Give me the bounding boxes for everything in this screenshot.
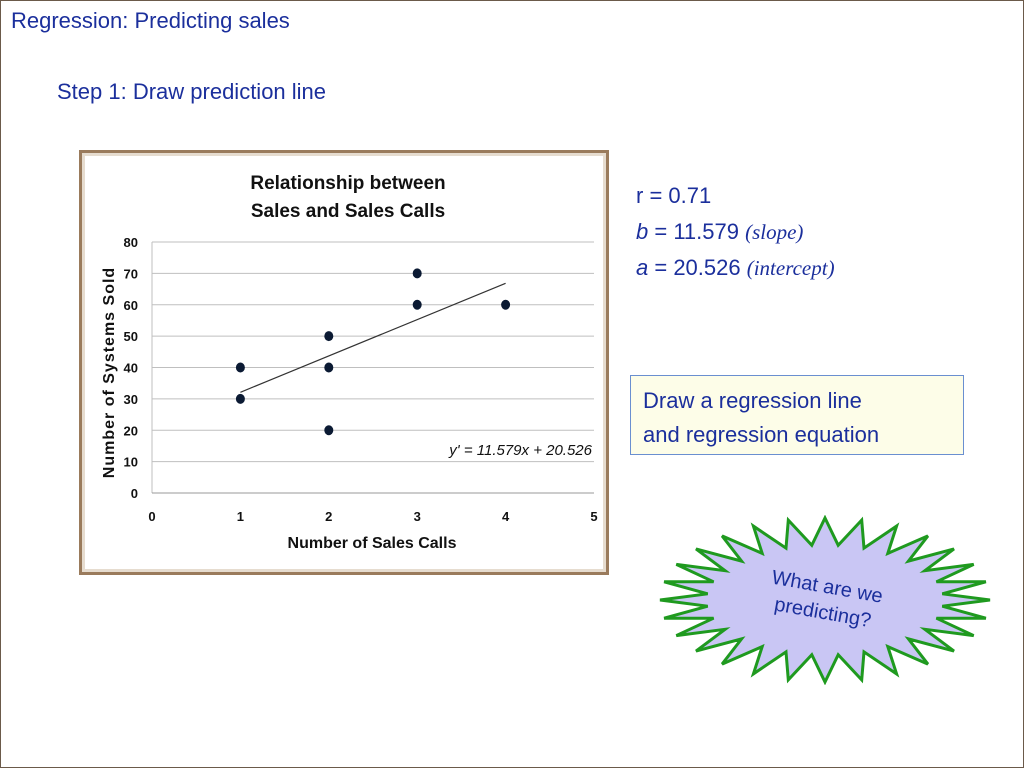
slide-subtitle: Step 1: Draw prediction line xyxy=(57,79,327,104)
x-tick-label: 4 xyxy=(502,509,510,524)
regression-stats: r = 0.71 b = 11.579 (slope) a = 20.526 (… xyxy=(636,178,835,286)
x-tick-label: 0 xyxy=(148,509,155,524)
data-point xyxy=(324,362,334,373)
data-point xyxy=(412,299,422,310)
callout-line-1: Draw a regression line xyxy=(643,388,862,413)
chart-title-line: Relationship between xyxy=(250,173,445,194)
data-point xyxy=(235,393,245,404)
y-tick-label: 0 xyxy=(131,486,138,501)
x-tick-label: 1 xyxy=(237,509,244,524)
r-row: r = 0.71 xyxy=(636,178,835,214)
y-tick-label: 50 xyxy=(124,329,138,344)
starburst-callout: What are we predicting? xyxy=(659,515,991,685)
r-value: 0.71 xyxy=(668,183,712,208)
slide-title: Regression: Predicting sales xyxy=(11,8,290,33)
x-axis-label: Number of Sales Calls xyxy=(288,535,457,552)
b-value: = 11.579 xyxy=(648,219,746,244)
data-point xyxy=(324,425,334,436)
chart-title-line: Sales and Sales Calls xyxy=(251,201,445,222)
instruction-callout: Draw a regression line and regression eq… xyxy=(630,375,964,455)
y-axis-label: Number of Systems Sold xyxy=(101,267,118,478)
y-tick-label: 10 xyxy=(124,455,138,470)
slope-row: b = 11.579 (slope) xyxy=(636,214,835,250)
data-point xyxy=(412,268,422,279)
data-point xyxy=(501,299,511,310)
regression-line xyxy=(240,282,506,393)
a-value: = 20.526 xyxy=(648,255,747,280)
intercept-note: (intercept) xyxy=(746,256,835,280)
data-point xyxy=(324,331,334,342)
a-variable: a xyxy=(636,255,649,280)
x-tick-label: 3 xyxy=(414,509,421,524)
y-tick-label: 60 xyxy=(124,298,138,313)
y-tick-label: 20 xyxy=(124,423,138,438)
intercept-row: a = 20.526 (intercept) xyxy=(636,250,835,286)
slope-note: (slope) xyxy=(745,220,804,244)
y-tick-label: 80 xyxy=(124,235,138,250)
x-tick-label: 2 xyxy=(325,509,332,524)
chart-container: Relationship between Sales and Sales Call… xyxy=(79,150,609,575)
y-tick-label: 70 xyxy=(124,266,138,281)
equation-label: y' = 11.579x + 20.526 xyxy=(448,442,592,459)
r-label: r = xyxy=(636,183,669,208)
x-tick-label: 5 xyxy=(590,509,597,524)
starburst-shape xyxy=(659,515,991,685)
b-variable: b xyxy=(636,219,649,244)
data-point xyxy=(235,362,245,373)
y-tick-label: 40 xyxy=(124,361,138,376)
scatter-chart: Relationship between Sales and Sales Call… xyxy=(101,173,598,552)
y-tick-label: 30 xyxy=(124,392,138,407)
callout-line-2: and regression equation xyxy=(643,422,880,447)
